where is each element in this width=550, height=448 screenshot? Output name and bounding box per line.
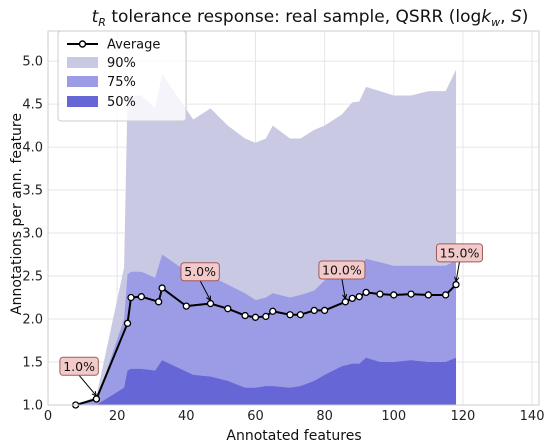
average-point <box>92 395 101 403</box>
average-point <box>348 294 356 303</box>
y-tick-label: 2.0 <box>22 313 43 328</box>
annotation-label: 10.0% <box>322 263 362 278</box>
legend-item-90: 90% <box>67 56 136 71</box>
title-close: ) <box>522 7 529 27</box>
title-t: t <box>92 7 100 27</box>
average-series <box>72 280 460 409</box>
legend-90-label: 90% <box>107 56 136 71</box>
legend-average-label: Average <box>107 38 160 53</box>
annotation-label: 15.0% <box>440 245 480 260</box>
legend-average-marker <box>78 40 87 48</box>
annotation-label: 1.0% <box>63 359 95 374</box>
y-axis-ticks: 1.0 1.5 2.0 2.5 3.0 3.5 4.0 4.5 5.0 <box>22 55 43 414</box>
legend-50-label: 50% <box>107 95 136 110</box>
x-tick-label: 20 <box>109 409 126 424</box>
average-point <box>296 311 305 319</box>
annotation: 1.0% <box>59 356 99 397</box>
average-point <box>154 298 163 306</box>
x-tick-label: 100 <box>381 409 406 424</box>
annotation-arrow <box>199 280 211 301</box>
annotation-arrow <box>78 374 97 397</box>
x-axis-title: Annotated features <box>226 428 361 444</box>
annotation: 15.0% <box>435 243 483 283</box>
x-tick-label: 80 <box>316 409 333 424</box>
annotation-arrow <box>455 261 460 282</box>
title-k: k <box>481 7 492 27</box>
legend-item-50: 50% <box>67 95 136 110</box>
average-point <box>286 311 294 319</box>
legend-item-75: 75% <box>67 75 136 90</box>
y-tick-label: 1.0 <box>22 399 43 414</box>
annotation-arrowhead <box>206 295 212 302</box>
annotation: 5.0% <box>180 262 220 302</box>
average-point <box>362 288 370 297</box>
annotation-arrowhead <box>91 391 98 397</box>
y-tick-label: 2.5 <box>22 270 43 285</box>
average-point <box>127 293 135 302</box>
annotation-arrowhead <box>454 276 460 283</box>
average-line <box>75 283 457 406</box>
average-point <box>206 299 215 308</box>
x-tick-label: 120 <box>451 409 476 424</box>
average-point <box>441 291 450 299</box>
title-sub-w: w <box>491 16 500 29</box>
annotation-box <box>318 260 366 280</box>
average-point <box>452 280 460 289</box>
y-tick-label: 4.5 <box>22 98 43 113</box>
average-point <box>407 290 415 298</box>
annotation-label: 5.0% <box>184 264 216 279</box>
chart-title: tR tolerance response: real sample, QSRR… <box>92 7 529 29</box>
average-point <box>137 293 146 301</box>
legend-90-swatch <box>67 57 98 68</box>
legend-75-swatch <box>67 76 98 87</box>
annotation-box <box>435 243 483 263</box>
legend-item-average: Average <box>67 38 160 53</box>
x-tick-label: 0 <box>44 409 52 424</box>
average-point <box>341 298 350 306</box>
average-point <box>241 311 249 320</box>
average-point <box>310 306 318 315</box>
y-tick-label: 3.5 <box>22 184 43 199</box>
title-sub-r: R <box>98 16 106 29</box>
annotation-box <box>59 356 99 376</box>
band-50 <box>75 357 457 405</box>
x-axis-ticks: 0 20 40 60 80 100 120 140 <box>44 409 545 424</box>
average-point <box>251 313 260 321</box>
average-point <box>320 306 329 315</box>
y-tick-label: 5.0 <box>22 55 43 70</box>
annotation-box <box>180 262 220 282</box>
y-tick-label: 1.5 <box>22 356 43 371</box>
average-point <box>182 302 190 310</box>
annotation-arrowhead <box>342 293 348 300</box>
average-point <box>390 291 398 299</box>
annotation-arrow <box>341 278 346 299</box>
title-comma: , <box>500 7 511 27</box>
legend: Average 90% 75% 50% <box>57 30 187 122</box>
plot-frame <box>47 30 540 406</box>
plot-border <box>47 30 540 406</box>
y-tick-label: 3.0 <box>22 227 43 242</box>
x-tick-label: 140 <box>520 409 545 424</box>
annotations: 1.0% 5.0% 10.0% 15.0% <box>59 243 483 397</box>
annotation: 10.0% <box>318 260 366 300</box>
average-point <box>376 290 384 298</box>
title-s: S <box>511 7 522 27</box>
percentile-bands <box>75 69 457 405</box>
average-point <box>355 293 363 301</box>
average-point <box>158 284 166 292</box>
x-tick-label: 60 <box>247 409 264 424</box>
average-point <box>269 307 277 315</box>
legend-75-label: 75% <box>107 75 136 90</box>
average-point <box>123 319 132 327</box>
y-tick-label: 4.0 <box>22 141 43 156</box>
legend-50-swatch <box>67 96 98 107</box>
x-tick-label: 40 <box>178 409 195 424</box>
average-point <box>262 312 270 321</box>
average-point <box>424 291 433 299</box>
y-axis-title: Annotations per ann. feature <box>9 113 25 315</box>
average-point <box>224 305 232 313</box>
title-mid: tolerance response: real sample, QSRR (l… <box>106 7 481 27</box>
